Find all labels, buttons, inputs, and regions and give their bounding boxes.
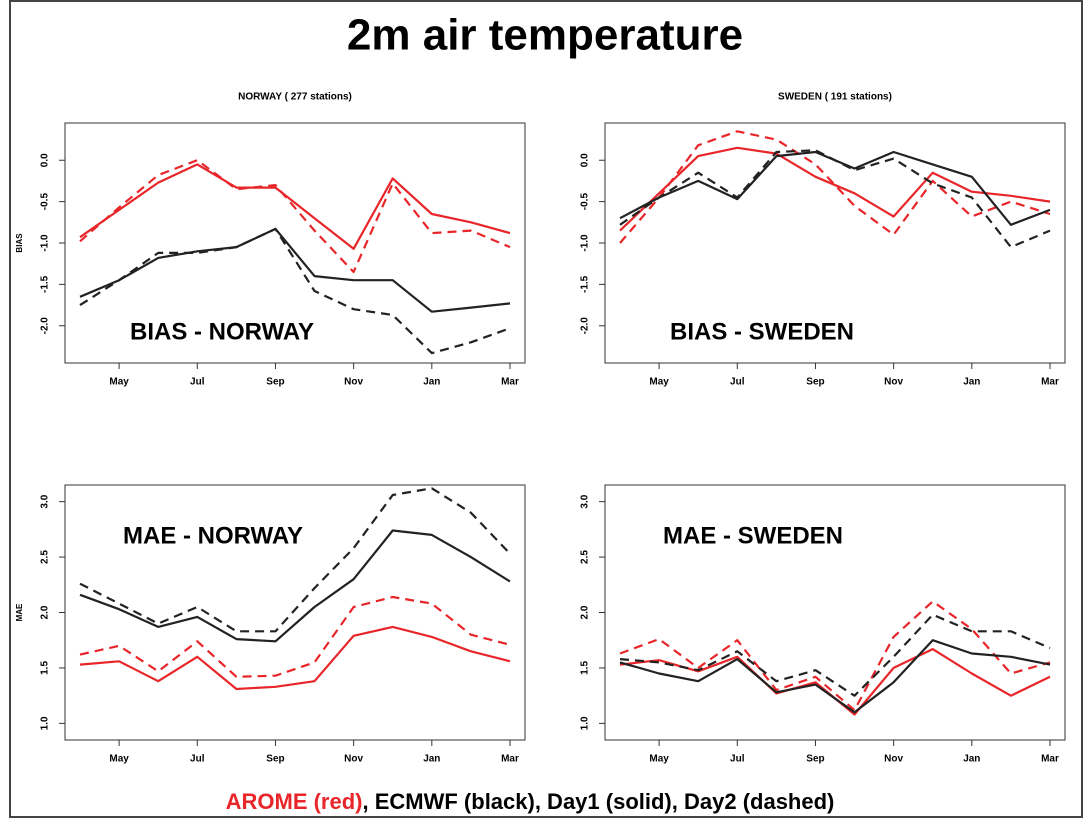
y-tick-label: 1.0 bbox=[580, 716, 591, 730]
x-tick-label: Sep bbox=[266, 754, 284, 765]
x-tick-label: Mar bbox=[501, 754, 519, 765]
x-tick-label: May bbox=[649, 754, 669, 765]
series-line bbox=[79, 163, 511, 250]
series-line bbox=[79, 487, 511, 633]
y-tick-label: 1.5 bbox=[40, 661, 51, 675]
panel-annotation: BIAS - NORWAY bbox=[130, 318, 314, 345]
series-line bbox=[79, 595, 511, 678]
series-line bbox=[619, 149, 1051, 249]
series-line bbox=[619, 613, 1051, 697]
footer-part: , ECMWF (black), Day1 (solid), Day2 (das… bbox=[363, 789, 835, 814]
x-tick-label: Jul bbox=[190, 754, 205, 765]
footer-legend: AROME (red), ECMWF (black), Day1 (solid)… bbox=[226, 789, 835, 814]
y-tick-label: 2.5 bbox=[40, 550, 51, 564]
x-tick-label: Nov bbox=[344, 754, 363, 765]
x-tick-label: Jul bbox=[730, 754, 745, 765]
x-tick-label: Mar bbox=[501, 377, 519, 388]
y-tick-label: -1.5 bbox=[40, 275, 51, 293]
frame bbox=[9, 0, 1083, 818]
y-tick-label: 1.5 bbox=[580, 661, 591, 675]
x-tick-label: Nov bbox=[884, 754, 903, 765]
y-tick-label: -1.5 bbox=[580, 275, 591, 293]
panel-annotation: MAE - NORWAY bbox=[123, 522, 303, 549]
y-tick-label: -0.5 bbox=[580, 193, 591, 211]
y-tick-label: 2.0 bbox=[40, 605, 51, 619]
x-tick-label: Jan bbox=[963, 377, 980, 388]
series-line bbox=[619, 150, 1051, 226]
x-tick-label: Nov bbox=[344, 377, 363, 388]
x-tick-label: Nov bbox=[884, 377, 903, 388]
y-tick-label: -2.0 bbox=[580, 317, 591, 335]
y-tick-label: -1.0 bbox=[40, 234, 51, 252]
panel-annotation: MAE - SWEDEN bbox=[663, 522, 843, 549]
series-line bbox=[619, 600, 1051, 712]
series-line bbox=[79, 529, 511, 643]
y-tick-label: 1.0 bbox=[40, 716, 51, 730]
y-tick-label: 3.0 bbox=[580, 494, 591, 508]
panel-annotation: BIAS - SWEDEN bbox=[670, 318, 854, 345]
y-axis-label: MAE bbox=[15, 603, 24, 621]
y-tick-label: -2.0 bbox=[40, 317, 51, 335]
x-tick-label: May bbox=[649, 377, 669, 388]
x-tick-label: May bbox=[109, 754, 129, 765]
x-tick-label: Sep bbox=[806, 754, 824, 765]
y-tick-label: 0.0 bbox=[40, 153, 51, 167]
y-tick-label: -1.0 bbox=[580, 234, 591, 252]
x-tick-label: Mar bbox=[1041, 754, 1059, 765]
x-tick-label: Jul bbox=[190, 377, 205, 388]
y-tick-label: 2.0 bbox=[580, 605, 591, 619]
panel-subtitle: NORWAY ( 277 stations) bbox=[238, 92, 352, 103]
x-tick-label: Sep bbox=[806, 377, 824, 388]
y-tick-label: -0.5 bbox=[40, 193, 51, 211]
series-line bbox=[619, 639, 1051, 714]
series-line bbox=[619, 648, 1051, 716]
x-tick-label: Jan bbox=[423, 754, 440, 765]
y-tick-label: 3.0 bbox=[40, 494, 51, 508]
figure-title: 2m air temperature bbox=[347, 11, 743, 60]
series-line bbox=[79, 159, 511, 274]
series-line bbox=[619, 146, 1051, 232]
x-tick-label: Mar bbox=[1041, 377, 1059, 388]
series-line bbox=[79, 625, 511, 691]
footer-part: AROME (red) bbox=[226, 789, 363, 814]
panel-subtitle: SWEDEN ( 191 stations) bbox=[778, 92, 892, 103]
x-tick-label: Jul bbox=[730, 377, 745, 388]
y-tick-label: 2.5 bbox=[580, 550, 591, 564]
y-axis-label: BIAS bbox=[15, 233, 24, 253]
series-line bbox=[79, 227, 511, 313]
series-line bbox=[619, 130, 1051, 244]
x-tick-label: Sep bbox=[266, 377, 284, 388]
y-tick-label: 0.0 bbox=[580, 153, 591, 167]
x-tick-label: Jan bbox=[963, 754, 980, 765]
x-tick-label: May bbox=[109, 377, 129, 388]
x-tick-label: Jan bbox=[423, 377, 440, 388]
